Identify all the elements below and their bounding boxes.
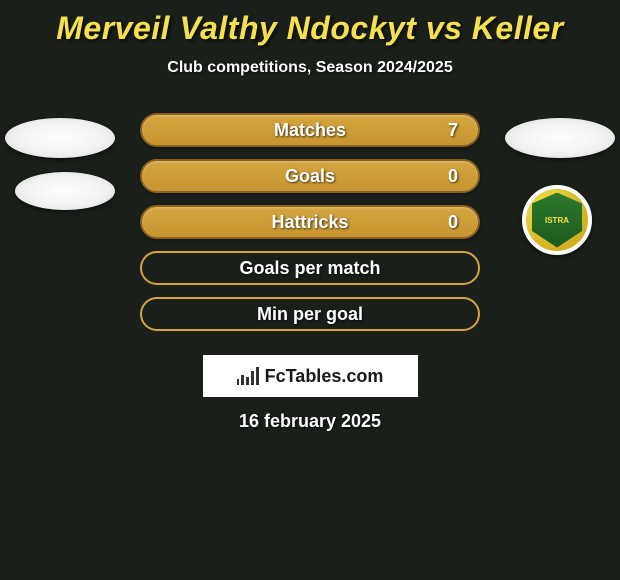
stat-label-matches: Matches: [274, 120, 346, 141]
chart-icon: [237, 367, 259, 385]
stat-row-hattricks: Hattricks 0: [0, 199, 620, 245]
stat-bar-matches: Matches 7: [140, 113, 480, 147]
stat-label-mpg: Min per goal: [257, 304, 363, 325]
stat-bar-hattricks: Hattricks 0: [140, 205, 480, 239]
stat-bar-gpm: Goals per match: [140, 251, 480, 285]
stat-row-mpg: Min per goal: [0, 291, 620, 337]
stat-value-hattricks: 0: [448, 212, 458, 233]
stat-row-goals: Goals 0: [0, 153, 620, 199]
brand-label: FcTables.com: [265, 366, 384, 387]
stat-value-matches: 7: [448, 120, 458, 141]
brand-box[interactable]: FcTables.com: [203, 355, 418, 397]
page-subtitle: Club competitions, Season 2024/2025: [0, 59, 620, 77]
stat-row-matches: Matches 7: [0, 107, 620, 153]
stat-label-hattricks: Hattricks: [271, 212, 348, 233]
stat-bar-goals: Goals 0: [140, 159, 480, 193]
main-container: Merveil Valthy Ndockyt vs Keller Club co…: [0, 0, 620, 580]
page-title: Merveil Valthy Ndockyt vs Keller: [0, 10, 620, 47]
stat-bar-mpg: Min per goal: [140, 297, 480, 331]
stat-label-goals: Goals: [285, 166, 335, 187]
stat-label-gpm: Goals per match: [239, 258, 380, 279]
date-label: 16 february 2025: [0, 411, 620, 432]
stat-row-gpm: Goals per match: [0, 245, 620, 291]
stat-value-goals: 0: [448, 166, 458, 187]
